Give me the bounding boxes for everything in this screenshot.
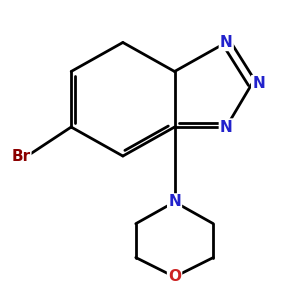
Text: Br: Br — [11, 148, 30, 164]
Text: O: O — [168, 269, 181, 284]
Text: N: N — [220, 35, 233, 50]
Text: N: N — [252, 76, 265, 91]
Text: N: N — [168, 194, 181, 209]
Text: N: N — [220, 119, 233, 134]
